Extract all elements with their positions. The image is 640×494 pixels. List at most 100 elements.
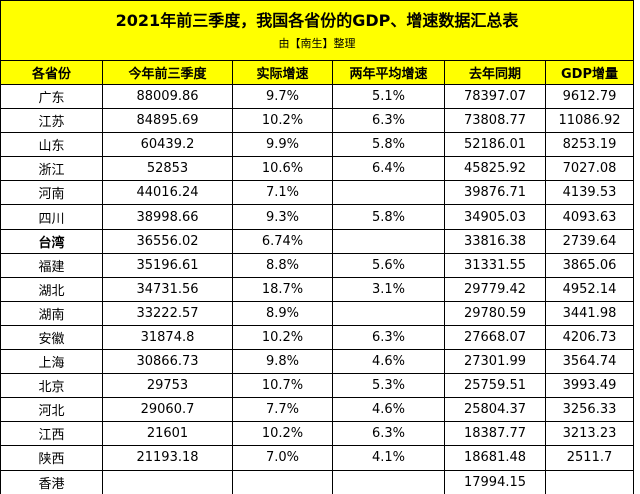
cell-growth [232, 469, 333, 494]
cell-growth: 8.9% [232, 300, 333, 326]
table-row: 广东 88009.86 9.7% 5.1% 78397.07 9612.79 [0, 83, 634, 110]
cell-province: 浙江 [0, 156, 103, 182]
table-title: 2021年前三季度，我国各省份的GDP、增速数据汇总表 [115, 10, 519, 30]
title-row: 2021年前三季度，我国各省份的GDP、增速数据汇总表 由【南生】整理 [0, 0, 634, 61]
cell-avg2y: 3.1% [332, 276, 445, 302]
cell-province: 香港 [0, 469, 103, 494]
cell-gdp: 84895.69 [102, 108, 233, 134]
table-row: 山东 60439.2 9.9% 5.8% 52186.01 8253.19 [0, 132, 634, 158]
cell-avg2y: 6.3% [332, 421, 445, 447]
cell-increase: 2511.7 [545, 445, 634, 471]
cell-avg2y: 4.1% [332, 445, 445, 471]
cell-gdp: 21193.18 [102, 445, 233, 471]
cell-growth: 9.7% [232, 83, 333, 110]
header-increase: GDP增量 [545, 60, 634, 85]
cell-province: 陕西 [0, 445, 103, 471]
cell-last-year: 18387.77 [444, 421, 546, 447]
cell-avg2y [332, 469, 445, 494]
cell-last-year: 45825.92 [444, 156, 546, 182]
cell-province: 台湾 [0, 228, 103, 254]
cell-province: 安徽 [0, 324, 103, 351]
cell-increase: 11086.92 [545, 108, 634, 134]
cell-growth: 10.2% [232, 108, 333, 134]
table-row: 河北 29060.7 7.7% 4.6% 25804.37 3256.33 [0, 397, 634, 423]
cell-last-year: 25804.37 [444, 397, 546, 423]
table-row: 湖北 34731.56 18.7% 3.1% 29779.42 4952.14 [0, 276, 634, 302]
cell-last-year: 25759.51 [444, 373, 546, 399]
cell-gdp: 52853 [102, 156, 233, 182]
cell-increase: 8253.19 [545, 132, 634, 158]
cell-avg2y: 6.4% [332, 156, 445, 182]
cell-last-year: 27668.07 [444, 324, 546, 351]
cell-avg2y: 5.3% [332, 373, 445, 399]
cell-gdp: 60439.2 [102, 132, 233, 158]
cell-province: 湖南 [0, 300, 103, 326]
cell-gdp: 31874.8 [102, 324, 233, 351]
cell-growth: 9.3% [232, 204, 333, 230]
cell-avg2y: 6.3% [332, 324, 445, 351]
header-province: 各省份 [0, 60, 103, 85]
cell-province: 四川 [0, 204, 103, 230]
cell-increase: 4952.14 [545, 276, 634, 302]
cell-last-year: 52186.01 [444, 132, 546, 158]
cell-growth: 7.7% [232, 397, 333, 423]
cell-avg2y: 4.6% [332, 397, 445, 423]
table-row: 台湾 36556.02 6.74% 33816.38 2739.64 [0, 228, 634, 254]
cell-growth: 8.8% [232, 252, 333, 278]
cell-province: 上海 [0, 349, 103, 375]
table-row: 湖南 33222.57 8.9% 29780.59 3441.98 [0, 300, 634, 326]
header-row: 各省份 今年前三季度 实际增速 两年平均增速 去年同期 GDP增量 [0, 60, 634, 85]
cell-avg2y: 5.1% [332, 83, 445, 110]
cell-increase: 3256.33 [545, 397, 634, 423]
cell-increase: 9612.79 [545, 83, 634, 110]
cell-gdp: 44016.24 [102, 180, 233, 206]
cell-last-year: 29779.42 [444, 276, 546, 302]
cell-increase: 3564.74 [545, 349, 634, 375]
table-row: 浙江 52853 10.6% 6.4% 45825.92 7027.08 [0, 156, 634, 182]
cell-increase: 3441.98 [545, 300, 634, 326]
cell-gdp: 33222.57 [102, 300, 233, 326]
cell-province: 山东 [0, 132, 103, 158]
cell-growth: 7.0% [232, 445, 333, 471]
cell-increase: 2739.64 [545, 228, 634, 254]
cell-gdp: 34731.56 [102, 276, 233, 302]
cell-gdp: 29753 [102, 373, 233, 399]
table-row: 安徽 31874.8 10.2% 6.3% 27668.07 4206.73 [0, 324, 634, 351]
cell-last-year: 29780.59 [444, 300, 546, 326]
cell-province: 江西 [0, 421, 103, 447]
cell-growth: 9.9% [232, 132, 333, 158]
cell-increase: 4139.53 [545, 180, 634, 206]
cell-province: 江苏 [0, 108, 103, 134]
cell-growth: 7.1% [232, 180, 333, 206]
cell-growth: 10.7% [232, 373, 333, 399]
table-row: 陕西 21193.18 7.0% 4.1% 18681.48 2511.7 [0, 445, 634, 471]
cell-province: 湖北 [0, 276, 103, 302]
header-avg2y: 两年平均增速 [332, 60, 445, 85]
cell-last-year: 27301.99 [444, 349, 546, 375]
cell-last-year: 73808.77 [444, 108, 546, 134]
table-row: 江苏 84895.69 10.2% 6.3% 73808.77 11086.92 [0, 108, 634, 134]
table-row: 河南 44016.24 7.1% 39876.71 4139.53 [0, 180, 634, 206]
table-row: 江西 21601 10.2% 6.3% 18387.77 3213.23 [0, 421, 634, 447]
cell-growth: 10.2% [232, 324, 333, 351]
table-row: 四川 38998.66 9.3% 5.8% 34905.03 4093.63 [0, 204, 634, 230]
cell-gdp: 35196.61 [102, 252, 233, 278]
cell-gdp: 30866.73 [102, 349, 233, 375]
table-subtitle: 由【南生】整理 [278, 36, 356, 50]
cell-avg2y: 5.8% [332, 204, 445, 230]
cell-last-year: 34905.03 [444, 204, 546, 230]
cell-growth: 9.8% [232, 349, 333, 375]
table-row: 福建 35196.61 8.8% 5.6% 31331.55 3865.06 [0, 252, 634, 278]
cell-gdp [102, 469, 233, 494]
cell-last-year: 31331.55 [444, 252, 546, 278]
cell-province: 河北 [0, 397, 103, 423]
cell-avg2y: 5.8% [332, 132, 445, 158]
table-row: 香港 17994.15 [0, 469, 634, 494]
title-cell: 2021年前三季度，我国各省份的GDP、增速数据汇总表 由【南生】整理 [0, 0, 634, 61]
cell-avg2y [332, 300, 445, 326]
cell-increase: 3213.23 [545, 421, 634, 447]
cell-last-year: 39876.71 [444, 180, 546, 206]
cell-growth: 6.74% [232, 228, 333, 254]
